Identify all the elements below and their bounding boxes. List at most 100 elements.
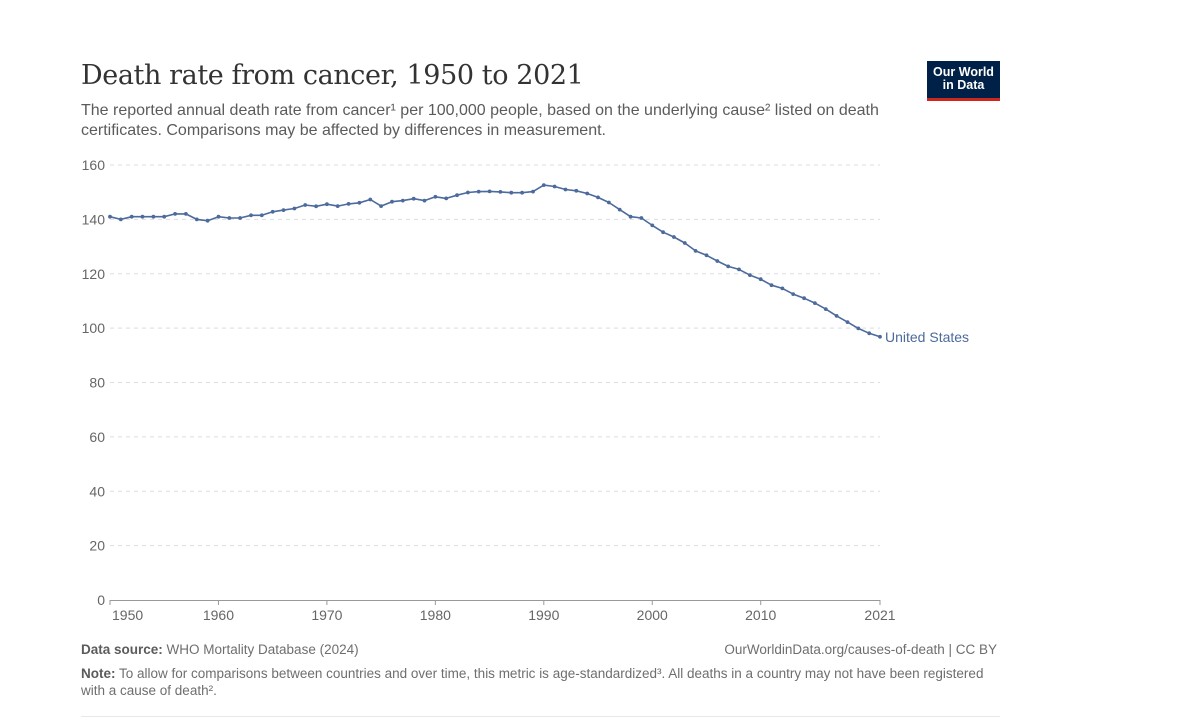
data-point[interactable] xyxy=(205,218,210,223)
footer-divider xyxy=(81,716,1000,717)
data-point[interactable] xyxy=(357,200,362,205)
data-point[interactable] xyxy=(856,326,861,331)
note-label: Note: xyxy=(81,666,116,681)
data-point[interactable] xyxy=(270,209,275,214)
data-point[interactable] xyxy=(140,214,145,219)
x-tick-label: 1950 xyxy=(112,607,143,623)
data-point[interactable] xyxy=(845,320,850,324)
data-point[interactable] xyxy=(400,198,405,203)
data-point[interactable] xyxy=(541,183,546,188)
note-text: To allow for comparisons between countri… xyxy=(81,666,984,698)
logo-line-1: Our World xyxy=(933,65,994,79)
data-point[interactable] xyxy=(715,259,720,263)
data-point[interactable] xyxy=(487,189,492,194)
data-point[interactable] xyxy=(758,277,763,282)
logo-accent-bar xyxy=(927,98,1000,101)
data-point[interactable] xyxy=(639,216,644,220)
data-point[interactable] xyxy=(531,189,535,194)
data-point[interactable] xyxy=(823,307,828,311)
data-point[interactable] xyxy=(314,204,318,209)
data-point[interactable] xyxy=(390,199,394,204)
data-point[interactable] xyxy=(585,191,590,196)
data-point[interactable] xyxy=(737,267,741,272)
data-source: Data source: WHO Mortality Database (202… xyxy=(81,642,359,657)
data-point[interactable] xyxy=(216,214,221,219)
data-point[interactable] xyxy=(704,253,709,258)
data-point[interactable] xyxy=(325,202,329,207)
data-point[interactable] xyxy=(780,286,785,291)
data-point[interactable] xyxy=(335,204,340,209)
data-point[interactable] xyxy=(574,188,579,193)
data-point[interactable] xyxy=(476,189,481,194)
x-tick-label: 2010 xyxy=(745,607,776,623)
data-point[interactable] xyxy=(650,223,655,228)
data-source-label: Data source: xyxy=(81,642,163,657)
data-point[interactable] xyxy=(108,214,112,219)
data-point[interactable] xyxy=(379,204,383,209)
data-point[interactable] xyxy=(173,212,178,216)
data-point[interactable] xyxy=(151,214,156,219)
y-tick-label: 140 xyxy=(82,211,106,227)
x-tick-label: 1990 xyxy=(528,607,559,623)
data-point[interactable] xyxy=(227,216,232,220)
data-point[interactable] xyxy=(259,213,264,218)
data-point[interactable] xyxy=(693,249,698,253)
data-point[interactable] xyxy=(672,235,676,239)
data-point[interactable] xyxy=(552,184,557,189)
data-point[interactable] xyxy=(509,190,514,195)
data-point[interactable] xyxy=(607,200,611,205)
data-point[interactable] xyxy=(466,190,470,195)
data-point[interactable] xyxy=(194,217,199,222)
chart-subtitle: The reported annual death rate from canc… xyxy=(81,102,879,139)
data-point[interactable] xyxy=(303,203,308,207)
data-point[interactable] xyxy=(563,187,568,192)
data-point[interactable] xyxy=(726,264,731,269)
series-line[interactable] xyxy=(109,184,881,338)
data-point[interactable] xyxy=(748,273,752,277)
data-point[interactable] xyxy=(813,301,817,305)
y-tick-label: 100 xyxy=(82,320,106,336)
y-tick-label: 120 xyxy=(82,266,106,282)
data-point[interactable] xyxy=(422,198,427,203)
data-point[interactable] xyxy=(617,207,622,212)
chart-note: Note: To allow for comparisons between c… xyxy=(81,665,991,699)
data-point[interactable] xyxy=(292,206,297,211)
data-point[interactable] xyxy=(411,196,416,201)
data-point[interactable] xyxy=(118,217,123,222)
data-point[interactable] xyxy=(802,296,806,301)
data-point[interactable] xyxy=(433,194,438,199)
y-tick-label: 20 xyxy=(89,538,105,554)
data-point[interactable] xyxy=(455,193,459,198)
data-point[interactable] xyxy=(184,212,188,216)
data-point[interactable] xyxy=(281,208,286,213)
data-point[interactable] xyxy=(867,331,872,336)
x-tick-label: 1970 xyxy=(311,607,342,623)
data-point[interactable] xyxy=(596,195,600,200)
data-point[interactable] xyxy=(682,241,687,245)
owid-logo[interactable]: Our World in Data xyxy=(927,61,1000,101)
data-point[interactable] xyxy=(834,314,839,318)
chart-title: Death rate from cancer, 1950 to 2021 xyxy=(81,60,584,91)
data-point[interactable] xyxy=(346,202,351,206)
x-tick-label: 2000 xyxy=(637,607,668,623)
data-point[interactable] xyxy=(628,214,633,219)
line-chart: 0 20 40 60 80 100 120 140 160 1950 1960 1970 1980 199… xyxy=(82,157,969,623)
data-point[interactable] xyxy=(444,196,449,201)
data-source-text[interactable]: WHO Mortality Database (2024) xyxy=(162,642,359,657)
y-tick-label: 40 xyxy=(89,483,105,499)
data-point[interactable] xyxy=(498,190,503,194)
y-tick-label: 0 xyxy=(97,592,105,608)
data-point[interactable] xyxy=(769,283,774,288)
source-url[interactable]: OurWorldinData.org/causes-of-death | CC … xyxy=(724,642,997,657)
x-tick-label: 2021 xyxy=(864,607,895,623)
data-point[interactable] xyxy=(129,214,134,219)
data-point[interactable] xyxy=(249,213,253,218)
data-point[interactable] xyxy=(238,216,243,220)
data-point[interactable] xyxy=(368,197,373,202)
data-point[interactable] xyxy=(661,230,665,235)
data-point[interactable] xyxy=(162,214,167,219)
data-point[interactable] xyxy=(791,292,796,296)
series-label[interactable]: United States xyxy=(885,329,969,345)
data-point[interactable] xyxy=(520,190,524,195)
data-point[interactable] xyxy=(878,334,882,339)
